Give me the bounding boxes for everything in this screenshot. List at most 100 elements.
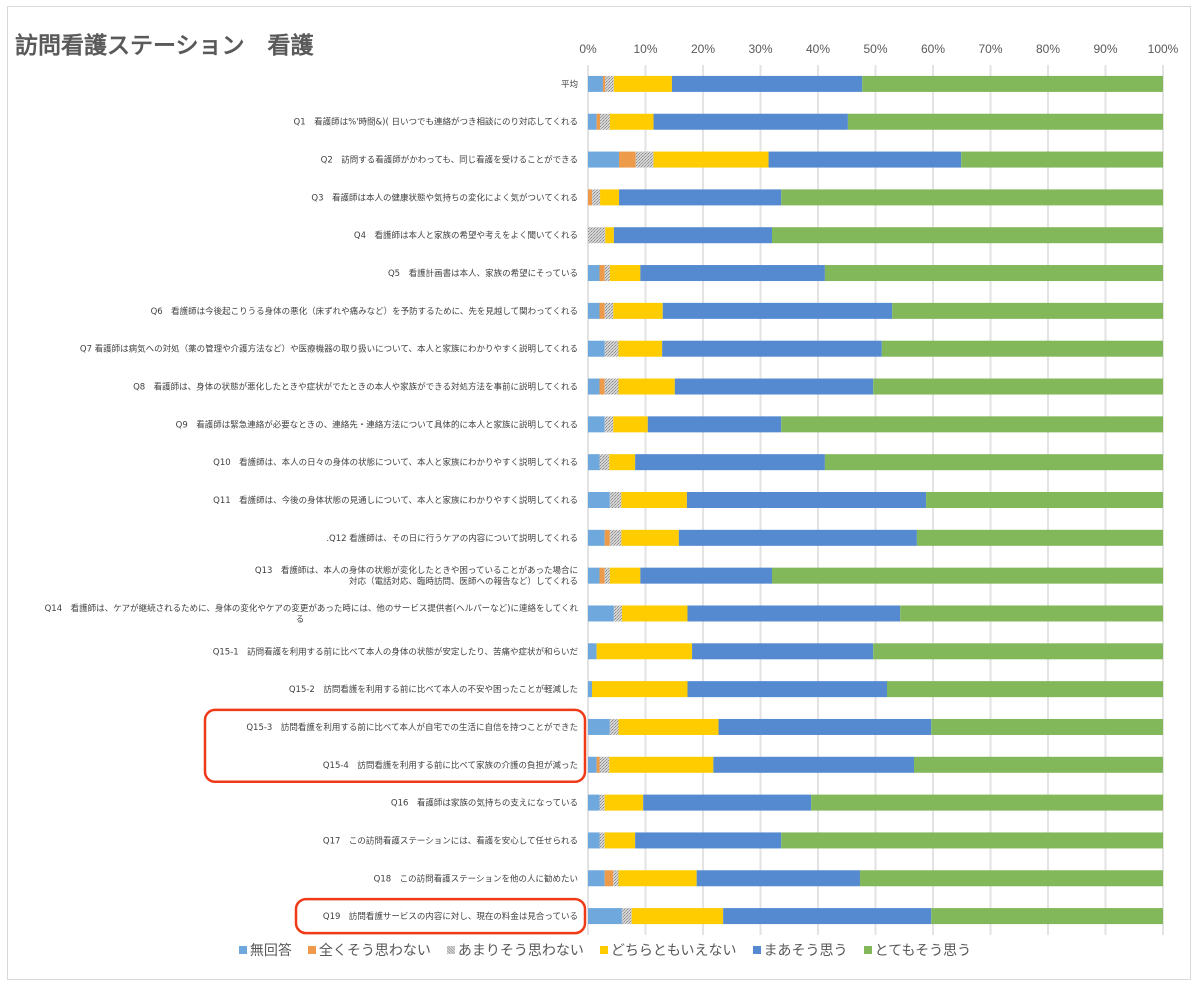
bar-segment <box>873 378 1163 395</box>
bar-segment <box>609 265 641 282</box>
category-label: Q5 看護計画書は本人、家族の希望にそっている <box>388 268 578 279</box>
bar-row <box>588 302 1163 319</box>
bar-row <box>588 681 1163 698</box>
bar-segment <box>772 227 1163 244</box>
bar-segment <box>631 908 724 925</box>
bar-segment <box>621 492 687 508</box>
category-label: Q2 訪問する看護師がかわっても、同じ看護を受けることができる <box>321 155 578 166</box>
bar-segment <box>613 75 672 92</box>
bar-segment <box>604 378 619 395</box>
category-label: Q15-4 訪問看護を利用する前に比べて家族の介護の負担が減った <box>323 760 578 771</box>
legend: 無回答 全くそう思わない あまりそう思わない どちらともいえない まあそう思う とてもそう… <box>0 940 1200 960</box>
bar-segment <box>588 794 600 811</box>
legend-swatch <box>307 946 316 954</box>
x-tick-label: 10% <box>633 42 657 56</box>
bar-segment <box>592 681 688 698</box>
bar-segment <box>599 794 605 811</box>
bar-segment <box>588 340 605 357</box>
category-label: Q18 この訪問看護ステーションを他の人に勧めたい <box>374 873 578 884</box>
bar-row <box>588 113 1163 130</box>
bar-segment <box>687 681 887 698</box>
bar-segment <box>613 302 663 319</box>
bar-segment <box>599 302 605 319</box>
category-label: Q6 看護師は今後起こりうる身体の悪化（床ずれや痛みなど）を予防するために、先を… <box>151 306 578 317</box>
category-label: Q15-2 訪問看護を利用する前に比べて本人の不安や困ったことが軽減した <box>289 684 578 695</box>
bar-segment <box>653 113 848 130</box>
x-tick-label: 50% <box>863 42 887 56</box>
bar-segment <box>618 870 697 887</box>
bar-segment <box>873 643 1163 660</box>
bar-segment <box>931 908 1163 925</box>
bar-segment <box>618 340 663 357</box>
category-label: Q1 看護師は%'時間&)( 日いつでも連絡がつき相談にのり対応してくれる <box>294 117 578 128</box>
category-label: Q10 看護師は、本人の日々の身体の状態について、本人と家族にわかりやすく説明し… <box>213 457 578 468</box>
x-tick-label: 100% <box>1148 42 1179 56</box>
bar-segment <box>613 416 648 433</box>
category-label: Q14 看護師は、ケアが継続されるために、身体の変化やケアの変更があった時には、… <box>45 603 579 625</box>
bar-row <box>588 870 1163 887</box>
bar-segment <box>824 454 1163 471</box>
bar-segment <box>881 340 1163 357</box>
bar-segment <box>604 529 610 546</box>
bar-segment <box>772 567 1163 584</box>
legend-item: とてもそう思う <box>863 940 971 960</box>
legend-label: あまりそう思わない <box>457 943 584 959</box>
bar-row <box>588 492 1163 508</box>
x-tick-label: 40% <box>806 42 830 56</box>
x-tick-label: 20% <box>691 42 715 56</box>
bar-row <box>588 75 1163 92</box>
annotations <box>203 708 587 935</box>
bar-segment <box>588 567 600 584</box>
bar-segment <box>781 832 1163 849</box>
bar-segment <box>640 567 772 584</box>
legend-swatch <box>599 946 608 954</box>
bars <box>588 75 1163 925</box>
bar-row <box>588 908 1163 925</box>
category-label: Q4 看護師は本人と家族の希望や考えをよく聞いてくれる <box>354 230 578 241</box>
legend-label: 無回答 <box>249 943 292 959</box>
bar-segment <box>599 567 605 584</box>
bar-segment <box>961 151 1163 168</box>
bar-row <box>588 643 1163 660</box>
bar-segment <box>600 113 610 130</box>
category-label: Q3 看護師は本人の健康状態や気持ちの変化によく気がついてくれる <box>311 192 578 203</box>
bar-segment <box>588 718 610 735</box>
bar-segment <box>662 302 893 319</box>
bar-segment <box>723 908 932 925</box>
chart-title: 訪問看護ステーション 看護 <box>15 33 314 59</box>
bar-segment <box>609 718 619 735</box>
bar-segment <box>635 454 825 471</box>
bar-segment <box>635 151 654 168</box>
category-label: .Q12 看護師は、その日に行うケアの内容について説明してくれる <box>326 533 578 544</box>
bar-row <box>588 227 1163 244</box>
bar-segment <box>592 189 601 206</box>
category-label: Q7 看護師は病気への対処（薬の管理や介護方法など）や医療機器の取り扱いについて… <box>80 344 578 355</box>
bar-segment <box>653 151 769 168</box>
bar-segment <box>674 378 874 395</box>
bar-segment <box>892 302 1163 319</box>
bar-segment <box>588 529 605 546</box>
bar-row <box>588 832 1163 849</box>
bar-segment <box>687 605 901 622</box>
bar-segment <box>604 567 610 584</box>
bar-segment <box>596 643 693 660</box>
bar-segment <box>847 113 1163 130</box>
bar-row <box>588 340 1163 357</box>
bar-segment <box>599 378 605 395</box>
legend-swatch <box>752 946 761 954</box>
bar-segment <box>768 151 962 168</box>
legend-item: 無回答 <box>238 940 292 960</box>
bar-segment <box>588 908 622 925</box>
bar-segment <box>613 227 772 244</box>
bar-row <box>588 151 1163 168</box>
bar-segment <box>671 75 863 92</box>
x-tick-label: 0% <box>579 42 597 56</box>
bar-segment <box>718 718 932 735</box>
legend-label: 全くそう思わない <box>318 943 431 959</box>
bar-segment <box>931 718 1163 735</box>
bar-segment <box>609 567 641 584</box>
x-tick-label: 60% <box>921 42 945 56</box>
bar-segment <box>696 870 860 887</box>
bar-segment <box>604 416 614 433</box>
bar-row <box>588 529 1163 546</box>
